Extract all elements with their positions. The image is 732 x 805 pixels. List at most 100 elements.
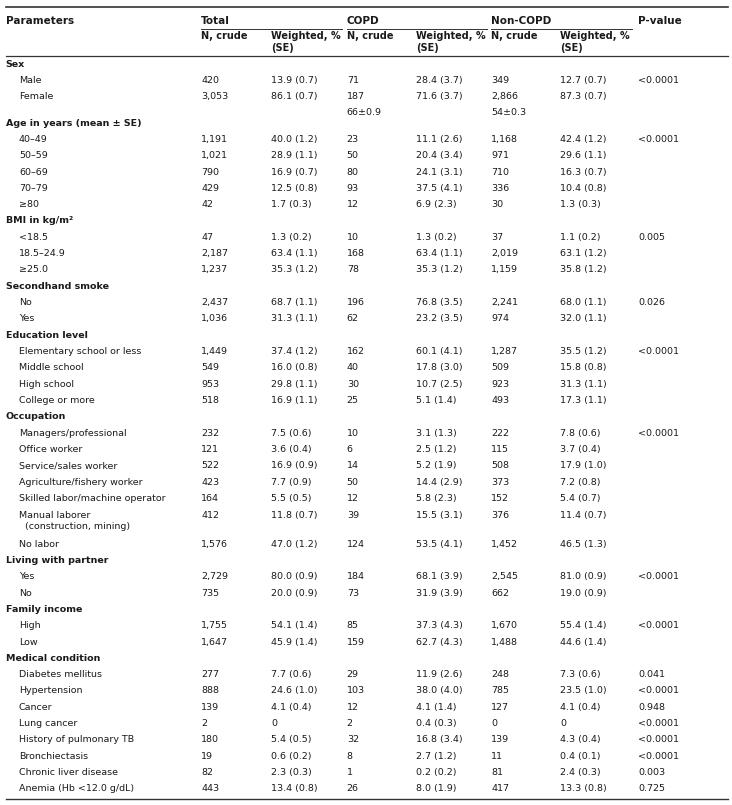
Text: 0.725: 0.725: [638, 784, 665, 794]
Text: 974: 974: [491, 315, 509, 324]
Text: 0.948: 0.948: [638, 703, 665, 712]
Text: 0.2 (0.2): 0.2 (0.2): [416, 768, 456, 777]
Text: Secondhand smoke: Secondhand smoke: [6, 282, 109, 291]
Text: 18.5–24.9: 18.5–24.9: [19, 249, 66, 258]
Text: 785: 785: [491, 687, 509, 696]
Text: 12.7 (0.7): 12.7 (0.7): [561, 76, 607, 85]
Text: 37.4 (1.2): 37.4 (1.2): [271, 347, 318, 356]
Text: 53.5 (4.1): 53.5 (4.1): [416, 539, 463, 548]
Text: COPD: COPD: [347, 16, 379, 26]
Text: 662: 662: [491, 588, 509, 597]
Text: 12.5 (0.8): 12.5 (0.8): [271, 184, 318, 193]
Text: 50–59: 50–59: [19, 151, 48, 160]
Text: 23: 23: [347, 135, 359, 144]
Text: 0.041: 0.041: [638, 670, 665, 679]
Text: High: High: [19, 621, 40, 630]
Text: <0.0001: <0.0001: [638, 719, 679, 728]
Text: 11.4 (0.7): 11.4 (0.7): [561, 511, 607, 520]
Text: 32: 32: [347, 736, 359, 745]
Text: 376: 376: [491, 511, 509, 520]
Text: 11.9 (2.6): 11.9 (2.6): [416, 670, 463, 679]
Text: Cancer: Cancer: [19, 703, 53, 712]
Text: 923: 923: [491, 380, 509, 389]
Text: Skilled labor/machine operator: Skilled labor/machine operator: [19, 494, 165, 503]
Text: 35.5 (1.2): 35.5 (1.2): [561, 347, 607, 356]
Text: Managers/professional: Managers/professional: [19, 428, 127, 438]
Text: Sex: Sex: [6, 60, 25, 69]
Text: 60.1 (4.1): 60.1 (4.1): [416, 347, 463, 356]
Text: 164: 164: [201, 494, 220, 503]
Text: 80: 80: [347, 167, 359, 176]
Text: 187: 187: [347, 93, 365, 101]
Text: 493: 493: [491, 396, 509, 405]
Text: 62: 62: [347, 315, 359, 324]
Text: 82: 82: [201, 768, 213, 777]
Text: 423: 423: [201, 477, 220, 486]
Text: Female: Female: [19, 93, 53, 101]
Text: 5.4 (0.7): 5.4 (0.7): [561, 494, 601, 503]
Text: Office worker: Office worker: [19, 445, 82, 454]
Text: 20.4 (3.4): 20.4 (3.4): [416, 151, 463, 160]
Text: 35.8 (1.2): 35.8 (1.2): [561, 266, 607, 275]
Text: Agriculture/fishery worker: Agriculture/fishery worker: [19, 477, 143, 486]
Text: 26: 26: [347, 784, 359, 794]
Text: N, crude: N, crude: [347, 31, 393, 41]
Text: <0.0001: <0.0001: [638, 572, 679, 581]
Text: 1.7 (0.3): 1.7 (0.3): [271, 200, 312, 209]
Text: 549: 549: [201, 363, 220, 373]
Text: 81.0 (0.9): 81.0 (0.9): [561, 572, 607, 581]
Text: Living with partner: Living with partner: [6, 556, 108, 565]
Text: 2,241: 2,241: [491, 298, 518, 307]
Text: <0.0001: <0.0001: [638, 76, 679, 85]
Text: 80.0 (0.9): 80.0 (0.9): [271, 572, 318, 581]
Text: 10.7 (2.5): 10.7 (2.5): [416, 380, 463, 389]
Text: 159: 159: [347, 638, 365, 646]
Text: 76.8 (3.5): 76.8 (3.5): [416, 298, 463, 307]
Text: 11: 11: [491, 752, 504, 761]
Text: <0.0001: <0.0001: [638, 621, 679, 630]
Text: 14.4 (2.9): 14.4 (2.9): [416, 477, 463, 486]
Text: 139: 139: [201, 703, 220, 712]
Text: 16.9 (0.9): 16.9 (0.9): [271, 461, 318, 470]
Text: 522: 522: [201, 461, 220, 470]
Text: 6.9 (2.3): 6.9 (2.3): [416, 200, 457, 209]
Text: 7.5 (0.6): 7.5 (0.6): [271, 428, 312, 438]
Text: Manual laborer
  (construction, mining): Manual laborer (construction, mining): [19, 511, 130, 531]
Text: 0: 0: [561, 719, 567, 728]
Text: 30: 30: [491, 200, 504, 209]
Text: 1,159: 1,159: [491, 266, 518, 275]
Text: 0.005: 0.005: [638, 233, 665, 242]
Text: 30: 30: [347, 380, 359, 389]
Text: 17.3 (1.1): 17.3 (1.1): [561, 396, 607, 405]
Text: 180: 180: [201, 736, 220, 745]
Text: 1,452: 1,452: [491, 539, 518, 548]
Text: 5.1 (1.4): 5.1 (1.4): [416, 396, 456, 405]
Text: 336: 336: [491, 184, 509, 193]
Text: 20.0 (0.9): 20.0 (0.9): [271, 588, 318, 597]
Text: 1,449: 1,449: [201, 347, 228, 356]
Text: 1,021: 1,021: [201, 151, 228, 160]
Text: 71.6 (3.7): 71.6 (3.7): [416, 93, 463, 101]
Text: 3,053: 3,053: [201, 93, 228, 101]
Text: 24.6 (1.0): 24.6 (1.0): [271, 687, 318, 696]
Text: 1.3 (0.2): 1.3 (0.2): [416, 233, 457, 242]
Text: 115: 115: [491, 445, 509, 454]
Text: <18.5: <18.5: [19, 233, 48, 242]
Text: 28.9 (1.1): 28.9 (1.1): [271, 151, 318, 160]
Text: <0.0001: <0.0001: [638, 428, 679, 438]
Text: 8.0 (1.9): 8.0 (1.9): [416, 784, 456, 794]
Text: 39: 39: [347, 511, 359, 520]
Text: 196: 196: [347, 298, 365, 307]
Text: 0.4 (0.3): 0.4 (0.3): [416, 719, 457, 728]
Text: 12: 12: [347, 703, 359, 712]
Text: 232: 232: [201, 428, 220, 438]
Text: 2,866: 2,866: [491, 93, 518, 101]
Text: 11.1 (2.6): 11.1 (2.6): [416, 135, 463, 144]
Text: 7.7 (0.6): 7.7 (0.6): [271, 670, 312, 679]
Text: 2,187: 2,187: [201, 249, 228, 258]
Text: 443: 443: [201, 784, 220, 794]
Text: Anemia (Hb <12.0 g/dL): Anemia (Hb <12.0 g/dL): [19, 784, 134, 794]
Text: 1,576: 1,576: [201, 539, 228, 548]
Text: 710: 710: [491, 167, 509, 176]
Text: 1,287: 1,287: [491, 347, 518, 356]
